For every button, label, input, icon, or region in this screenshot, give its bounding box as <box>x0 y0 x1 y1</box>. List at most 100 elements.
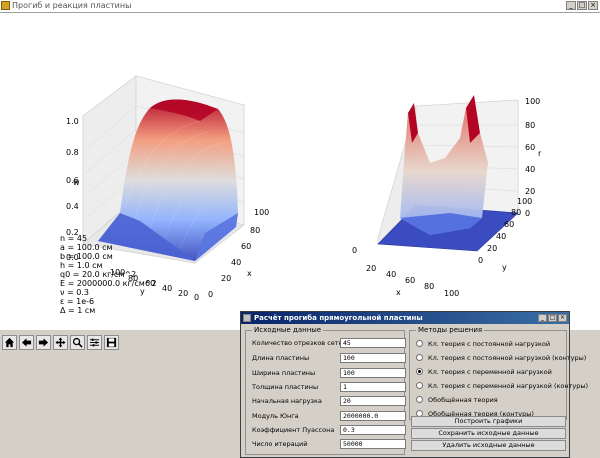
radio-button[interactable] <box>416 382 423 389</box>
left-x-tick: 80 <box>250 226 260 235</box>
poisson-ratio-label: Коэффициент Пуассона <box>252 426 335 434</box>
method-label: Обобщённая теория <box>428 395 498 404</box>
plate-thickness-input[interactable]: 1 <box>340 382 406 392</box>
pan-icon[interactable] <box>53 335 68 350</box>
right-x-tick: 40 <box>386 270 396 279</box>
left-x-tick: 20 <box>221 274 231 283</box>
right-y-tick: 60 <box>504 220 514 229</box>
radio-button-selected[interactable] <box>416 368 423 375</box>
grid-segments-input[interactable]: 45 <box>340 338 406 348</box>
title-bar: Прогиб и реакция пластины _ □ × <box>0 0 600 13</box>
back-icon[interactable] <box>19 335 34 350</box>
dialog-title: Расчёт прогиба прямоугольной пластины <box>254 314 423 322</box>
minimize-button[interactable]: _ <box>566 1 576 10</box>
home-icon[interactable] <box>2 335 17 350</box>
input-data-group: Исходные данные Количество отрезков сетк… <box>245 326 406 455</box>
save-input-data-button[interactable]: Сохранить исходные данные <box>411 428 566 439</box>
left-z-tick: 0.0 <box>66 253 79 262</box>
save-icon[interactable] <box>104 335 119 350</box>
dialog-maximize-button[interactable]: □ <box>548 314 557 322</box>
young-modulus-input[interactable]: 2000000.0 <box>340 411 406 421</box>
dialog-close-button[interactable]: × <box>558 314 567 322</box>
right-y-tick: 100 <box>517 197 532 206</box>
radio-button[interactable] <box>416 340 423 347</box>
param-line: ν = 0.3 <box>60 288 89 297</box>
method-label: Кл. теория с постоянной нагрузкой (конту… <box>428 353 587 362</box>
dialog-title-bar: Расчёт прогиба прямоугольной пластины _ … <box>241 312 569 324</box>
window-title: Прогиб и реакция пластины <box>12 1 132 10</box>
radio-button[interactable] <box>416 396 423 403</box>
zoom-icon[interactable] <box>70 335 85 350</box>
right-z-label: r <box>538 149 542 158</box>
input-data-group-title: Исходные данные <box>252 326 324 335</box>
right-z-tick: 80 <box>525 121 535 130</box>
plate-length-label: Длина пластины <box>252 354 310 362</box>
configure-icon[interactable] <box>87 335 102 350</box>
left-x-tick: 60 <box>241 242 251 251</box>
parameters-text: n = 45 a = 100.0 см b = 100.0 см h = 1.0… <box>60 234 157 315</box>
param-line: Δ = 1 см <box>60 306 96 315</box>
left-x-tick: 40 <box>231 258 241 267</box>
right-x-tick: 60 <box>405 276 415 285</box>
right-x-tick: 80 <box>424 282 434 291</box>
left-z-tick: 0.2 <box>66 228 79 237</box>
method-label: Кл. теория с переменной нагрузкой <box>428 367 552 376</box>
left-y-tick: 80 <box>128 274 138 283</box>
left-y-tick: 20 <box>178 289 188 298</box>
plot-toolbar <box>0 335 119 353</box>
param-line: n = 45 <box>60 234 88 243</box>
initial-load-label: Начальная нагрузка <box>252 397 322 405</box>
left-x-label: x <box>247 269 252 278</box>
method-option[interactable]: Кл. теория с постоянной нагрузкой (конту… <box>416 352 586 363</box>
plate-width-input[interactable]: 100 <box>340 368 406 378</box>
right-z-tick: 40 <box>525 165 535 174</box>
solution-methods-group: Методы решения Кл. теория с постоянной н… <box>409 326 588 420</box>
left-3d-plot <box>82 75 245 264</box>
left-y-tick: 0 <box>194 293 199 302</box>
forward-icon[interactable] <box>36 335 51 350</box>
radio-button[interactable] <box>416 354 423 361</box>
method-label: Кл. теория с постоянной нагрузкой <box>428 339 551 348</box>
right-y-tick: 80 <box>511 208 521 217</box>
calculation-dialog: Расчёт прогиба прямоугольной пластины _ … <box>240 311 588 458</box>
delete-input-data-button[interactable]: Удалить исходные данные <box>411 440 566 451</box>
dialog-minimize-button[interactable]: _ <box>538 314 547 322</box>
iterations-input[interactable]: 50000 <box>340 439 406 449</box>
param-line: a = 100.0 см <box>60 243 113 252</box>
left-x-tick: 0 <box>208 290 213 299</box>
param-line: ε = 1e-6 <box>60 297 95 306</box>
left-y-tick: 40 <box>162 284 172 293</box>
param-line: q0 = 20.0 кг/см^2 <box>60 270 137 279</box>
right-y-tick: 0 <box>478 256 483 265</box>
right-y-label: y <box>502 263 507 272</box>
right-3d-plot <box>377 95 519 252</box>
method-option[interactable]: Кл. теория с постоянной нагрузкой <box>416 338 550 349</box>
close-button[interactable]: × <box>588 1 598 10</box>
right-z-tick: 60 <box>525 143 535 152</box>
method-label: Кл. теория с переменной нагрузкой (конту… <box>428 381 589 390</box>
plate-length-input[interactable]: 100 <box>340 353 406 363</box>
iterations-label: Число итераций <box>252 440 308 448</box>
left-y-tick: 60 <box>145 279 155 288</box>
method-label: Обобщённая теория (контуры) <box>428 409 534 418</box>
plot-canvas: 1.0 0.8 0.6 0.4 0.2 0.0 w 100 80 60 40 2… <box>0 13 600 330</box>
param-line: b = 100.0 см <box>60 252 113 261</box>
method-option[interactable]: Кл. теория с переменной нагрузкой (конту… <box>416 380 588 391</box>
method-option[interactable]: Кл. теория с переменной нагрузкой <box>416 366 552 377</box>
param-line: E = 2000000.0 кг/см^2 <box>60 279 157 288</box>
app-icon <box>1 1 10 10</box>
maximize-button[interactable]: □ <box>577 1 587 10</box>
initial-load-input[interactable]: 20 <box>340 396 406 406</box>
poisson-ratio-input[interactable]: 0.3 <box>340 425 406 435</box>
left-z-label: w <box>73 178 80 187</box>
left-z-tick: 0.8 <box>66 148 79 157</box>
right-x-label: x <box>396 288 401 297</box>
left-x-tick: 100 <box>254 208 269 217</box>
plate-thickness-label: Толщина пластины <box>252 383 319 391</box>
method-option[interactable]: Обобщённая теория <box>416 394 498 405</box>
right-x-tick: 100 <box>444 289 459 298</box>
grid-segments-label: Количество отрезков сетки <box>252 339 347 347</box>
plot-graphs-button[interactable]: Построить графики <box>411 416 566 427</box>
left-z-tick: 0.6 <box>66 176 79 185</box>
